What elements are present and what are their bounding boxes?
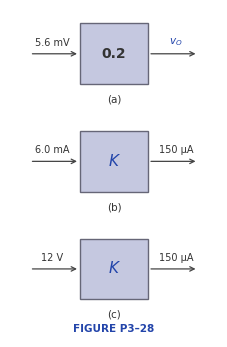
Bar: [79, 239, 148, 299]
Text: K: K: [109, 261, 118, 277]
Text: 12 V: 12 V: [41, 253, 63, 263]
Text: FIGURE P3–28: FIGURE P3–28: [73, 324, 154, 334]
Text: 0.2: 0.2: [101, 47, 126, 61]
Text: $v_O$: $v_O$: [168, 36, 182, 48]
Text: (b): (b): [106, 202, 121, 212]
Bar: [79, 24, 148, 84]
Text: (c): (c): [107, 310, 120, 320]
Text: 150 μA: 150 μA: [158, 253, 192, 263]
Text: 150 μA: 150 μA: [158, 145, 192, 155]
Text: 5.6 mV: 5.6 mV: [35, 37, 69, 48]
Bar: [79, 131, 148, 192]
Text: 6.0 mA: 6.0 mA: [35, 145, 69, 155]
Text: K: K: [109, 154, 118, 169]
Text: (a): (a): [106, 95, 121, 104]
